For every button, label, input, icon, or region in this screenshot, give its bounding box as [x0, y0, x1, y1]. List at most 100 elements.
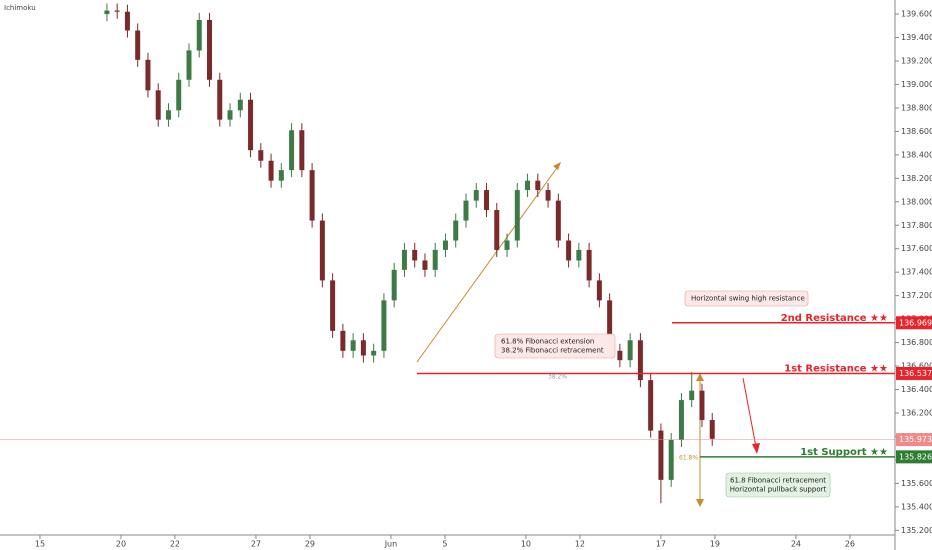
candle-body	[555, 200, 561, 241]
level-name: 1st Support ★★	[800, 447, 888, 458]
candle-body	[504, 240, 510, 250]
candle-body	[473, 190, 479, 201]
candle-body	[668, 439, 674, 480]
candle-body	[627, 340, 633, 361]
x-tick-label: 26	[845, 540, 855, 549]
candle-body	[494, 210, 500, 250]
candle-body	[350, 340, 356, 351]
arrow-head	[696, 499, 704, 507]
candle-body	[165, 110, 171, 120]
y-tick-label: 138.200	[901, 174, 932, 183]
annotation-text: 61.8 Fibonacci retracement	[730, 477, 826, 485]
price-tag-label: 136.537	[899, 369, 932, 378]
x-tick-label: 5	[442, 540, 447, 549]
annotation-box	[725, 472, 831, 498]
candle-body	[576, 249, 582, 261]
candle-body	[371, 350, 377, 356]
candle-body	[432, 249, 438, 270]
y-tick-label: 138.800	[901, 103, 932, 112]
y-tick-label: 139.600	[901, 10, 932, 19]
candle-body	[596, 280, 602, 301]
candle-body	[463, 200, 469, 221]
candle-body	[586, 249, 592, 281]
candle-body	[135, 30, 141, 60]
annotation-text: Horizontal pullback support	[730, 486, 827, 494]
y-tick-label: 135.600	[901, 479, 932, 488]
candle-body	[360, 340, 366, 356]
price-tag-label: 136.969	[899, 318, 932, 327]
candle-body	[207, 19, 213, 80]
x-tick-label: 22	[170, 540, 180, 549]
y-tick-label: 136.200	[901, 408, 932, 417]
price-tag-label: 135.973	[899, 435, 932, 444]
candle-body	[617, 350, 623, 361]
y-tick-label: 137.400	[901, 268, 932, 277]
arrow-head	[696, 373, 704, 381]
candle-body	[155, 90, 161, 120]
candle-body	[319, 220, 325, 281]
candle-body	[637, 340, 643, 381]
x-tick-label: 29	[305, 540, 315, 549]
candle-body	[678, 400, 684, 440]
annotation-text: Horizontal swing high resistance	[691, 295, 805, 303]
candle-body	[401, 249, 407, 270]
fib-label: 38.2%	[548, 374, 567, 381]
y-tick-label: 139.400	[901, 33, 932, 42]
y-tick-label: 139.200	[901, 57, 932, 66]
annotation-box	[494, 333, 616, 359]
arrow-head	[553, 162, 561, 170]
candle-body	[689, 390, 695, 401]
x-tick-label: 12	[575, 540, 585, 549]
level-name: 2nd Resistance ★★	[781, 313, 888, 324]
candle-body	[381, 300, 387, 351]
candle-body	[145, 59, 151, 91]
candle-body	[412, 249, 418, 261]
candle-body	[104, 10, 110, 15]
y-tick-label: 136.800	[901, 338, 932, 347]
candle-body	[514, 190, 520, 241]
candle-body	[484, 190, 490, 211]
y-tick-label: 135.400	[901, 502, 932, 511]
candle-body	[658, 430, 664, 480]
candle-body	[566, 240, 572, 261]
candle-body	[525, 180, 531, 191]
x-tick-label: 19	[710, 540, 720, 549]
annotation-text: 61.8% Fibonacci extension	[501, 338, 594, 346]
candle-body	[699, 390, 705, 421]
candle-body	[227, 110, 233, 120]
candle-body	[422, 260, 428, 270]
x-tick-label: 24	[791, 540, 801, 549]
y-tick-label: 138.600	[901, 127, 932, 136]
x-tick-label: 10	[521, 540, 531, 549]
candle-body	[186, 50, 192, 80]
candle-body	[248, 99, 254, 151]
candle-body	[391, 269, 397, 301]
x-tick-label: 15	[35, 540, 45, 549]
level-name: 1st Resistance ★★	[784, 363, 888, 374]
y-tick-label: 138.400	[901, 150, 932, 159]
price-tag	[896, 433, 932, 447]
candle-body	[607, 300, 613, 351]
candle-body	[545, 190, 551, 201]
y-tick-label: 135.200	[901, 526, 932, 535]
candle-body	[535, 180, 541, 191]
y-tick-label: 139.000	[901, 80, 932, 89]
x-tick-label: Jun	[384, 540, 398, 549]
candle-body	[278, 170, 284, 181]
candle-body	[268, 160, 274, 181]
indicator-label: Ichimoku	[4, 4, 36, 12]
x-tick-label: 27	[251, 540, 261, 549]
y-tick-label: 138.000	[901, 197, 932, 206]
candle-body	[176, 79, 182, 111]
candle-body	[330, 280, 336, 331]
price-tag	[896, 366, 932, 380]
candle-body	[196, 19, 202, 51]
candle-body	[124, 11, 130, 31]
price-tag-label: 135.826	[899, 452, 932, 461]
candle-body	[237, 99, 243, 111]
candle-body	[258, 150, 264, 161]
candle-body	[299, 130, 305, 171]
candle-body	[217, 79, 223, 120]
annotation-text: 38.2% Fibonacci retracement	[501, 347, 604, 355]
